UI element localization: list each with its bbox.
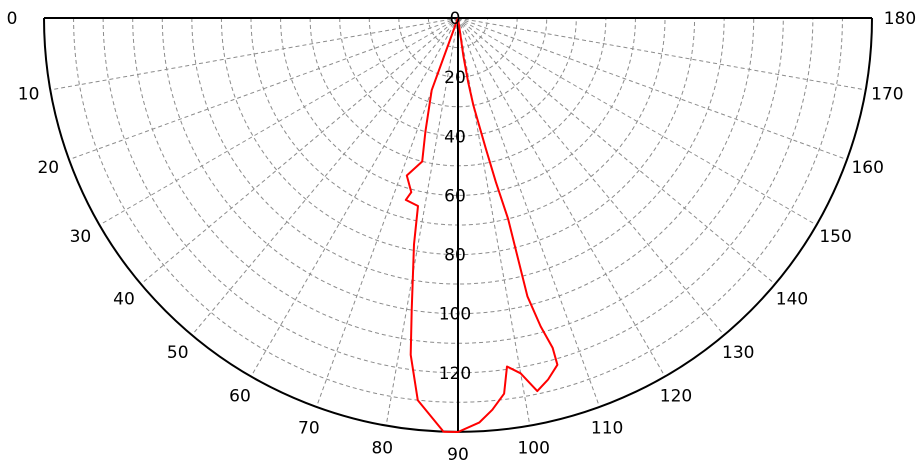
radial-tick-label: 60 [444, 186, 466, 206]
angular-grid-spoke [457, 17, 725, 336]
angular-grid-spoke [50, 17, 459, 91]
angular-grid-spoke [385, 17, 459, 426]
radial-grid-ring [280, 17, 636, 196]
angular-tick-label: 40 [113, 289, 135, 309]
angular-grid-spoke [457, 17, 866, 91]
angular-tick-labels: 0 10 20 30 40 50 60 70 80 90 100 110 120 130 140 150 160… [7, 9, 916, 465]
angular-grid-spoke [99, 17, 459, 226]
angular-tick-label: 70 [298, 419, 320, 439]
angular-tick-label: 160 [851, 158, 883, 178]
angular-grid-spoke [68, 17, 459, 161]
series-layer [404, 17, 559, 433]
angular-tick-label: 10 [18, 85, 40, 105]
radial-tick-label: 100 [439, 305, 471, 325]
series-line [404, 17, 559, 433]
angular-grid-spoke [457, 17, 776, 285]
angular-tick-label: 180 [884, 9, 916, 29]
radial-tick-label: 40 [444, 127, 466, 147]
radial-tick-label: 20 [444, 68, 466, 88]
angular-tick-label: 130 [722, 343, 754, 363]
radial-tick-label: 80 [444, 246, 466, 266]
angular-tick-label: 0 [7, 9, 18, 29]
radial-tick-labels: 0 20 40 60 80 100 120 [439, 9, 471, 384]
angular-tick-label: 110 [591, 419, 623, 439]
angular-tick-label: 30 [70, 227, 92, 247]
radial-grid-ring [427, 17, 489, 48]
angular-tick-label: 20 [37, 158, 59, 178]
angular-grid-spoke [457, 17, 531, 426]
angular-tick-label: 140 [776, 289, 808, 309]
angular-tick-label: 80 [371, 438, 393, 458]
angular-grid-spoke [191, 17, 459, 336]
angular-tick-label: 170 [871, 85, 903, 105]
angular-tick-label: 100 [517, 438, 549, 458]
angular-grid-spoke [315, 17, 459, 408]
radial-tick-label: 0 [450, 9, 461, 29]
angular-tick-label: 50 [167, 343, 189, 363]
angular-tick-label: 120 [660, 387, 692, 407]
angular-grid-spoke [457, 17, 601, 408]
radial-tick-label: 120 [439, 364, 471, 384]
angular-grid-spoke [250, 17, 459, 377]
radial-grid-ring [132, 17, 784, 344]
angular-grid-spoke [457, 17, 848, 161]
angular-tick-label: 90 [447, 445, 469, 465]
angular-grid-spoke [457, 17, 666, 377]
angular-tick-label: 60 [229, 387, 251, 407]
radial-grid-ring [102, 17, 814, 374]
angular-grid-spoke [140, 17, 459, 285]
angular-grid-spoke [457, 17, 817, 226]
angular-tick-label: 150 [819, 227, 851, 247]
